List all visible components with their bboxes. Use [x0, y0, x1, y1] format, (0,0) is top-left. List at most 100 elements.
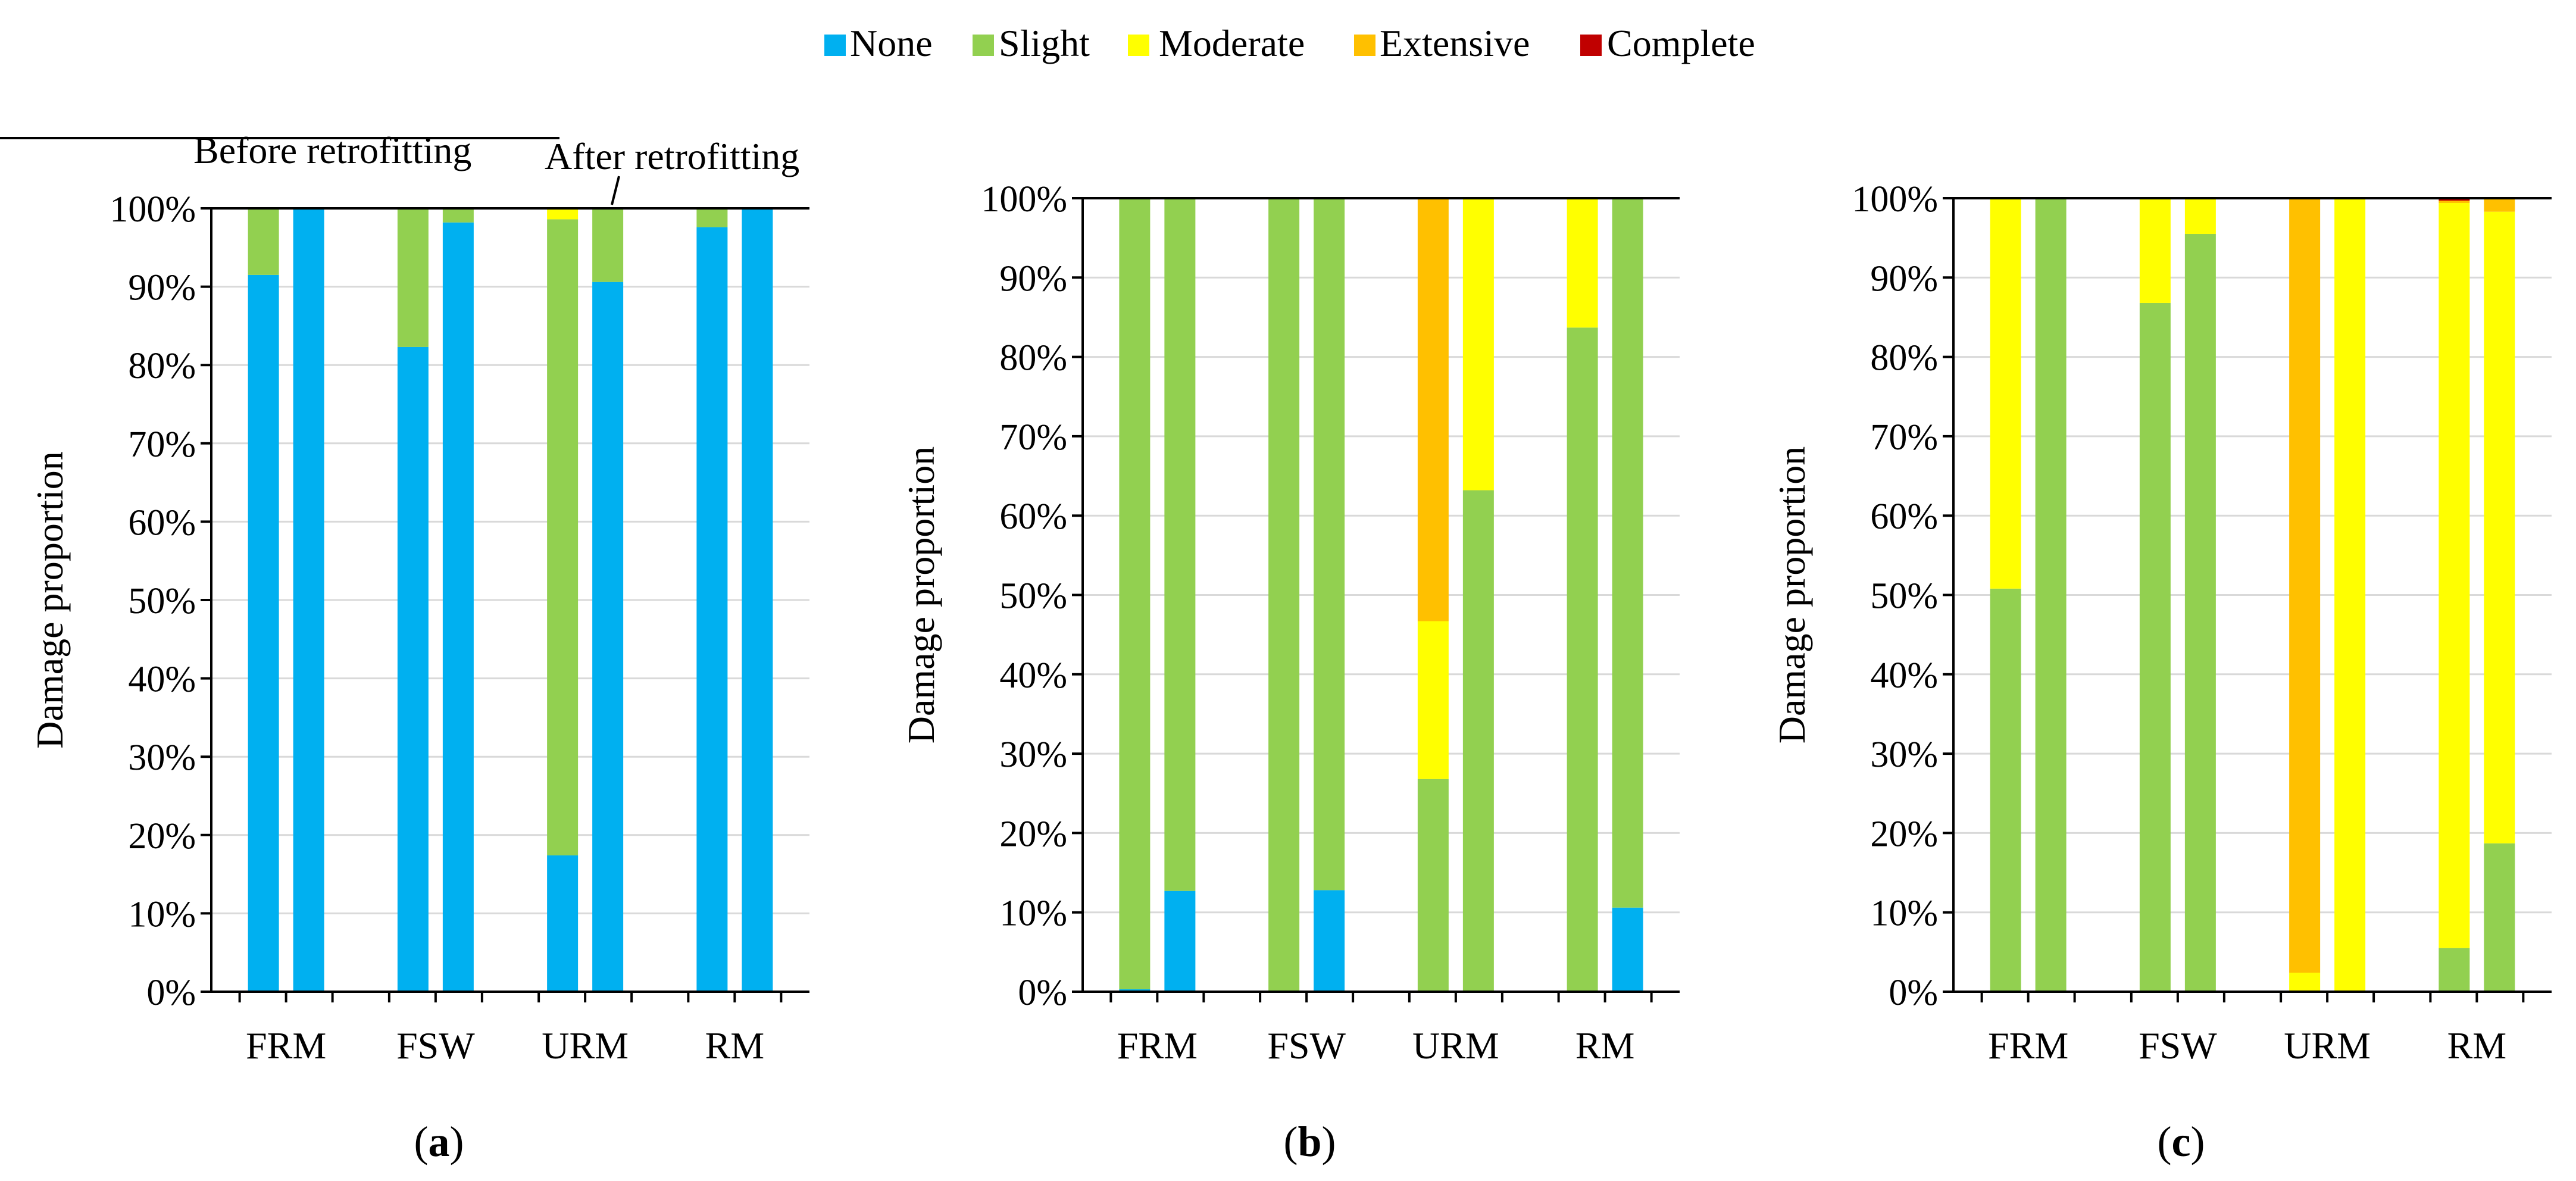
- y-tick-label-c: 90%: [1870, 258, 1938, 299]
- y-tick-label-b: 100%: [981, 179, 1067, 220]
- panel-label-b: (b): [1283, 1118, 1336, 1166]
- bar-segment-b-urm-before-slight: [1417, 779, 1449, 992]
- bar-segment-c-fsw-after-moderate: [2184, 198, 2216, 234]
- bar-segment-b-frm-after-slight: [1164, 198, 1196, 891]
- panel-b: 0% 10% 20% 30% 40% 50% 60% 70% 80% 90% 100% FRM FSW U…: [900, 179, 1680, 1166]
- bar-segment-b-urm-before-extensive: [1417, 198, 1449, 621]
- y-tick-label-b: 60%: [999, 496, 1067, 537]
- y-tick-label-c: 20%: [1870, 814, 1938, 854]
- legend-label-slight: Slight: [999, 22, 1090, 64]
- annotation-before-retrofitting: Before retrofitting: [193, 129, 471, 171]
- bar-segment-a-urm-before-moderate: [547, 208, 579, 220]
- annotation-after-leader: [611, 176, 620, 205]
- legend-swatch-complete: [1580, 35, 1602, 56]
- legend-item-none: None: [824, 22, 933, 64]
- legend-item-moderate: Moderate: [1128, 22, 1305, 64]
- legend-swatch-extensive: [1354, 35, 1375, 56]
- x-category-label-b-frm: FRM: [1117, 1024, 1198, 1067]
- y-tick-label-b: 50%: [999, 576, 1067, 617]
- bar-segment-b-fsw-before-slight: [1268, 198, 1300, 992]
- y-tick-label-b: 90%: [999, 258, 1067, 299]
- y-tick-label-c: 40%: [1870, 655, 1938, 696]
- y-tick-label-b: 20%: [999, 814, 1067, 854]
- bar-segment-a-fsw-before-slight: [397, 208, 429, 347]
- bar-segment-c-frm-before-moderate: [1990, 198, 2021, 589]
- y-tick-label-b: 40%: [999, 655, 1067, 696]
- bar-segment-c-rm-after-extensive: [2484, 198, 2515, 212]
- legend: None Slight Moderate Extensive Complete: [824, 22, 1755, 64]
- x-category-label-a-urm: URM: [542, 1024, 629, 1067]
- bar-segment-a-urm-before-none: [547, 855, 579, 992]
- legend-item-complete: Complete: [1580, 22, 1755, 64]
- y-tick-label-b: 30%: [999, 735, 1067, 775]
- legend-swatch-moderate: [1128, 35, 1149, 56]
- bar-segment-a-urm-before-slight: [547, 219, 579, 856]
- bar-segment-c-fsw-before-moderate: [2139, 198, 2171, 303]
- bar-segment-c-urm-before-moderate: [2289, 973, 2321, 992]
- bar-segment-a-rm-after-none: [742, 208, 773, 992]
- y-tick-label-b: 70%: [999, 417, 1067, 458]
- y-tick-label-a: 70%: [128, 424, 196, 465]
- bar-segment-c-urm-after-moderate: [2334, 198, 2366, 992]
- bar-segment-c-rm-before-moderate: [2439, 202, 2470, 948]
- x-category-label-b-urm: URM: [1412, 1024, 1499, 1067]
- y-tick-label-c: 100%: [1852, 179, 1938, 220]
- x-category-label-c-rm: RM: [2447, 1024, 2507, 1067]
- bar-segment-a-frm-after-none: [293, 208, 324, 992]
- legend-item-slight: Slight: [973, 22, 1090, 64]
- legend-swatch-none: [824, 35, 846, 56]
- y-tick-label-a: 0%: [146, 973, 196, 1013]
- y-axis-title-c: Damage proportion: [1771, 446, 1813, 743]
- x-category-label-c-frm: FRM: [1988, 1024, 2068, 1067]
- bar-segment-a-urm-after-none: [592, 282, 624, 992]
- y-axis-title-b: Damage proportion: [900, 446, 942, 743]
- bar-segment-c-rm-after-moderate: [2484, 211, 2515, 843]
- bar-segment-b-urm-after-slight: [1462, 490, 1494, 992]
- y-tick-label-c: 10%: [1870, 893, 1938, 934]
- bar-segment-b-fsw-after-slight: [1314, 198, 1345, 891]
- bar-segment-c-urm-before-extensive: [2289, 198, 2321, 973]
- legend-label-extensive: Extensive: [1380, 22, 1530, 64]
- y-tick-label-a: 60%: [128, 502, 196, 543]
- y-tick-label-c: 30%: [1870, 735, 1938, 775]
- bar-segment-b-rm-before-moderate: [1567, 198, 1598, 328]
- y-tick-label-a: 80%: [128, 346, 196, 386]
- annotation-after-retrofitting: After retrofitting: [545, 135, 799, 177]
- legend-label-none: None: [850, 22, 933, 64]
- x-category-label-a-fsw: FSW: [396, 1024, 475, 1067]
- panel-label-c: (c): [2158, 1118, 2205, 1166]
- x-category-label-a-frm: FRM: [246, 1024, 326, 1067]
- y-tick-label-b: 10%: [999, 893, 1067, 934]
- bar-segment-b-rm-before-slight: [1567, 327, 1598, 992]
- legend-item-extensive: Extensive: [1354, 22, 1530, 64]
- legend-label-moderate: Moderate: [1159, 22, 1305, 64]
- x-category-label-b-rm: RM: [1575, 1024, 1635, 1067]
- y-tick-label-c: 60%: [1870, 496, 1938, 537]
- bar-segment-c-fsw-before-slight: [2139, 302, 2171, 992]
- x-category-label-b-fsw: FSW: [1267, 1024, 1346, 1067]
- bar-segment-b-urm-after-moderate: [1462, 198, 1494, 490]
- panel-a: 0% 10% 20% 30% 40% 50% 60% 70% 80% 90% 100% FRM FSW U…: [29, 189, 809, 1166]
- bar-segment-a-fsw-before-none: [397, 346, 429, 992]
- bar-segment-c-frm-before-slight: [1990, 588, 2021, 992]
- y-tick-label-c: 80%: [1870, 338, 1938, 379]
- bar-segment-b-rm-after-slight: [1612, 198, 1643, 908]
- retrofitting-annotations: Before retrofitting After retrofitting: [0, 129, 799, 205]
- y-tick-label-c: 0%: [1889, 973, 1938, 1013]
- bar-segment-b-rm-after-none: [1612, 907, 1643, 992]
- y-axis-title-a: Damage proportion: [29, 451, 71, 748]
- x-category-label-c-fsw: FSW: [2139, 1024, 2217, 1067]
- bar-segment-c-rm-before-slight: [2439, 948, 2470, 992]
- bar-segment-a-frm-before-none: [248, 274, 279, 992]
- bar-segment-a-urm-after-slight: [592, 208, 624, 282]
- y-tick-label-c: 50%: [1870, 576, 1938, 617]
- bar-segment-a-fsw-after-slight: [442, 208, 474, 223]
- bar-segment-c-fsw-after-slight: [2184, 233, 2216, 992]
- bar-segment-b-urm-before-moderate: [1417, 621, 1449, 779]
- y-tick-label-a: 20%: [128, 816, 196, 857]
- bar-segment-a-frm-before-slight: [248, 208, 279, 275]
- y-tick-label-c: 70%: [1870, 417, 1938, 458]
- y-tick-label-a: 10%: [128, 894, 196, 935]
- y-tick-label-a: 50%: [128, 581, 196, 621]
